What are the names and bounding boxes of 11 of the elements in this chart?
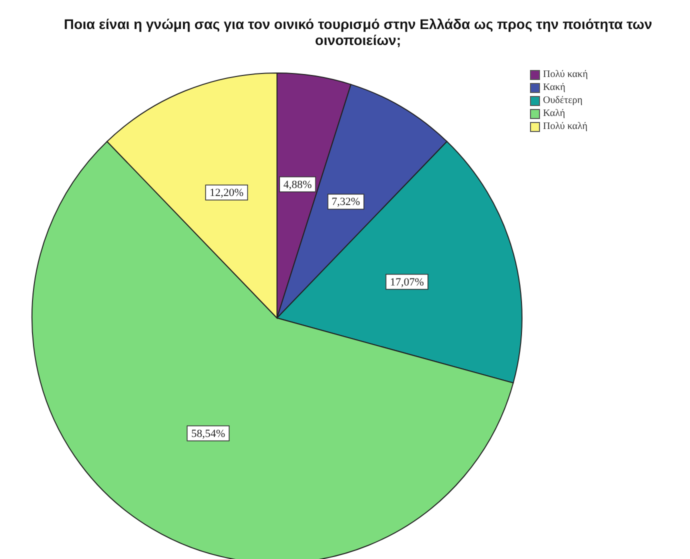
chart-title: Ποια είναι η γνώμη σας για τον οινικό τουρισμό στην Ελλάδα ως προς την ποιότητα των οινοποιείων;: [62, 16, 654, 48]
legend-label: Καλή: [543, 108, 566, 119]
data-label: 12,20%: [210, 187, 244, 200]
data-label: 17,07%: [390, 276, 424, 288]
data-label: 7,32%: [332, 196, 360, 208]
data-label: 58,54%: [191, 428, 226, 440]
legend-label: Πολύ κακή: [543, 69, 588, 80]
legend-label: Ουδέτερη: [543, 95, 583, 106]
data-label: 4,88%: [283, 178, 312, 191]
legend-label: Πολύ καλή: [543, 121, 588, 132]
legend-label: Κακή: [543, 82, 566, 93]
